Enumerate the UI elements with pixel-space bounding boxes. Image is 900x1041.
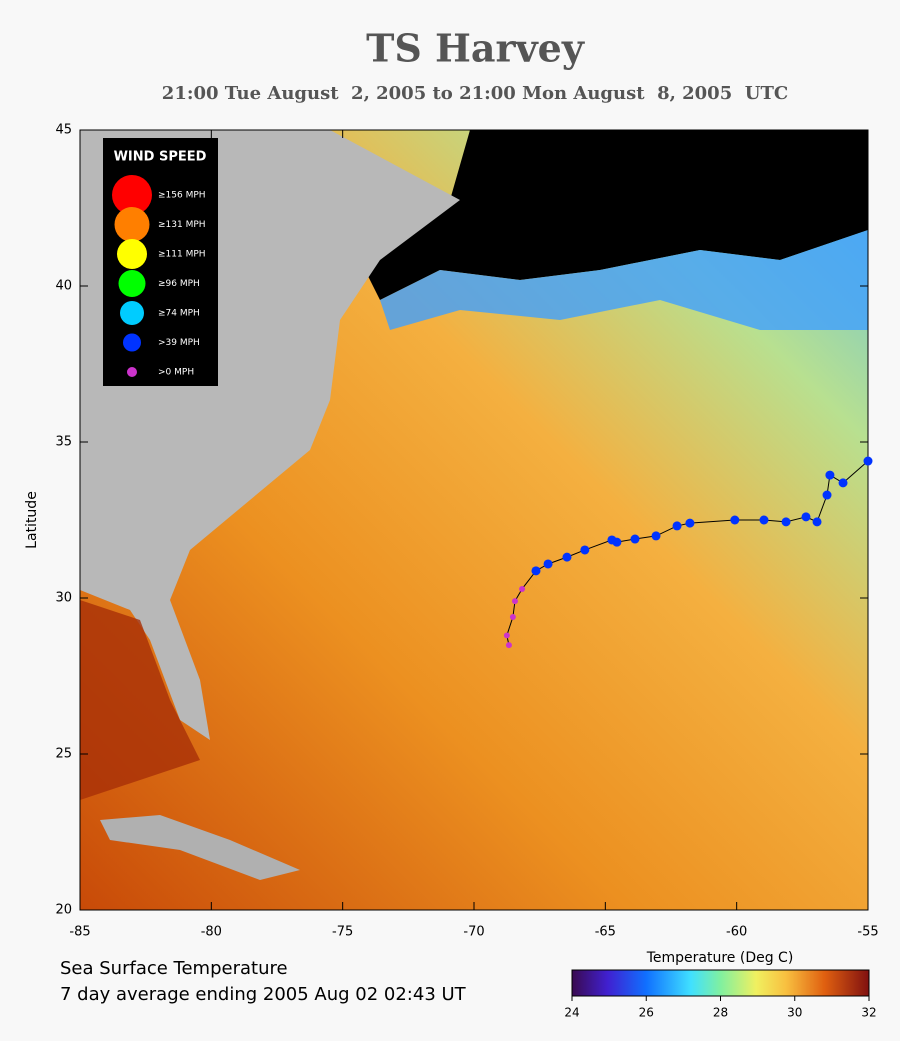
track-point bbox=[822, 490, 832, 500]
track-point bbox=[503, 632, 510, 639]
y-tick-label: 20 bbox=[55, 903, 72, 918]
y-axis-label: Latitude bbox=[24, 491, 40, 549]
track-point bbox=[543, 559, 553, 569]
track-point bbox=[781, 517, 791, 527]
legend-swatch bbox=[112, 175, 152, 215]
y-tick-label: 40 bbox=[55, 279, 72, 294]
chart-subtitle: 21:00 Tue August 2, 2005 to 21:00 Mon Au… bbox=[162, 83, 788, 104]
legend-label: ≥156 MPH bbox=[158, 191, 206, 201]
track-point bbox=[531, 566, 541, 576]
x-tick-label: -80 bbox=[201, 925, 222, 940]
x-tick-label: -85 bbox=[69, 925, 90, 940]
footer-line: Sea Surface Temperature bbox=[60, 958, 288, 979]
legend-swatch bbox=[118, 270, 146, 297]
footer-line: 7 day average ending 2005 Aug 02 02:43 U… bbox=[60, 984, 467, 1005]
y-tick-label: 25 bbox=[55, 747, 72, 762]
legend-swatch bbox=[127, 367, 137, 377]
colorbar-tick-label: 24 bbox=[564, 1006, 579, 1020]
legend-label: ≥131 MPH bbox=[158, 220, 206, 230]
legend-swatch bbox=[120, 301, 144, 325]
track-point bbox=[685, 518, 695, 528]
legend-label: >39 MPH bbox=[158, 338, 200, 348]
chart-title: TS Harvey bbox=[366, 26, 585, 71]
x-tick-label: -70 bbox=[463, 925, 484, 940]
track-point bbox=[672, 521, 682, 531]
track-point bbox=[580, 545, 590, 555]
colorbar-tick-label: 32 bbox=[861, 1006, 876, 1020]
track-point bbox=[801, 512, 811, 522]
track-point bbox=[651, 531, 661, 541]
track-point bbox=[630, 534, 640, 544]
legend-swatch bbox=[123, 333, 141, 352]
track-layer bbox=[503, 456, 873, 649]
legend-label: ≥74 MPH bbox=[158, 309, 200, 319]
x-tick-label: -65 bbox=[595, 925, 616, 940]
legend-swatch bbox=[114, 207, 150, 242]
colorbar-label: Temperature (Deg C) bbox=[646, 950, 794, 966]
colorbar-tick-label: 26 bbox=[639, 1006, 654, 1020]
legend-label: ≥111 MPH bbox=[158, 250, 206, 260]
track-point bbox=[511, 598, 518, 605]
y-tick-label: 30 bbox=[55, 591, 72, 606]
track-point bbox=[838, 478, 848, 488]
legend-swatch bbox=[117, 239, 147, 269]
track-point bbox=[612, 537, 622, 547]
track-point bbox=[759, 515, 769, 525]
track-point bbox=[519, 585, 526, 592]
x-tick-label: -60 bbox=[726, 925, 747, 940]
track-point bbox=[505, 642, 512, 649]
legend-title: WIND SPEED bbox=[114, 150, 207, 165]
track-point bbox=[863, 456, 873, 466]
track-point bbox=[825, 470, 835, 480]
track-point bbox=[730, 515, 740, 525]
colorbar-tick-label: 28 bbox=[713, 1006, 728, 1020]
legend-label: >0 MPH bbox=[158, 368, 194, 378]
track-point bbox=[509, 614, 516, 621]
y-tick-label: 35 bbox=[55, 435, 72, 450]
colorbar-tick-label: 30 bbox=[787, 1006, 802, 1020]
track-point bbox=[812, 517, 822, 527]
colorbar bbox=[571, 969, 870, 997]
y-tick-label: 45 bbox=[55, 123, 72, 138]
x-tick-label: -75 bbox=[332, 925, 353, 940]
legend-label: ≥96 MPH bbox=[158, 279, 200, 289]
track-point bbox=[562, 552, 572, 562]
x-tick-label: -55 bbox=[857, 925, 878, 940]
